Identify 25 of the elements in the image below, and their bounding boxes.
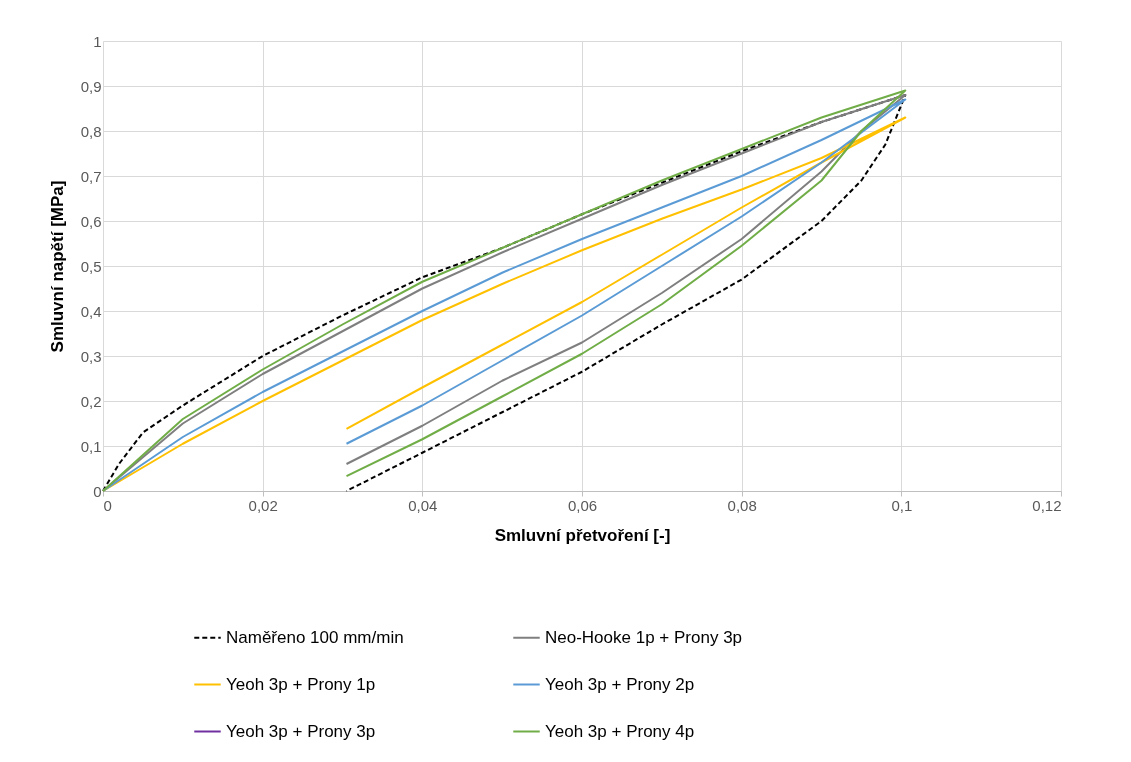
- x-tick-label: 0,1: [891, 496, 913, 514]
- x-tick-label: 0,08: [727, 496, 757, 514]
- x-tick-label: 0,04: [408, 496, 438, 514]
- y-tick-label: 0,4: [80, 302, 102, 320]
- legend-label: Yeoh 3p + Prony 2p: [545, 674, 695, 694]
- y-tick-label: 0,9: [80, 77, 102, 95]
- x-tick-label: 0,06: [567, 496, 598, 514]
- x-axis-title: Smluvní přetvoření [-]: [494, 525, 671, 545]
- y-tick-label: 0,6: [80, 212, 102, 230]
- x-tick-label: 0,02: [248, 496, 278, 514]
- y-tick-label: 0,2: [80, 392, 102, 410]
- y-tick-label: 0,3: [80, 347, 102, 365]
- y-axis-title: Smluvní napětí [MPa]: [47, 180, 67, 353]
- y-tick-label: 0,5: [80, 257, 102, 275]
- y-tick-label: 0: [93, 482, 102, 500]
- y-tick-label: 1: [93, 32, 102, 50]
- legend-label: Yeoh 3p + Prony 3p: [226, 721, 376, 741]
- legend-label: Naměřeno 100 mm/min: [226, 627, 404, 647]
- legend-label: Yeoh 3p + Prony 4p: [545, 721, 695, 741]
- legend-label: Yeoh 3p + Prony 1p: [226, 674, 376, 694]
- y-tick-label: 0,7: [80, 167, 102, 185]
- y-tick-label: 0,1: [80, 437, 102, 455]
- x-tick-label: 0,12: [1032, 496, 1062, 514]
- y-tick-label: 0,8: [80, 122, 102, 140]
- legend-label: Neo-Hooke 1p + Prony 3p: [545, 627, 743, 647]
